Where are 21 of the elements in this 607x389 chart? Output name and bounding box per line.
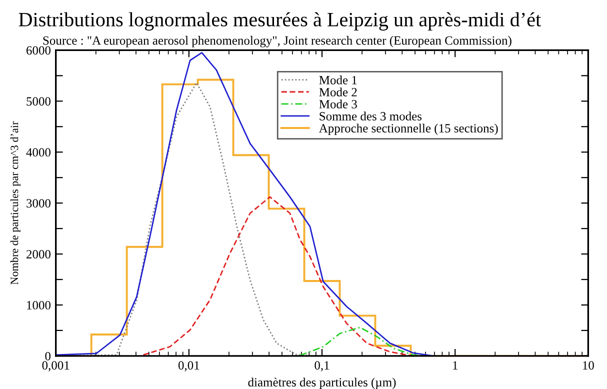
x-tick-label: 1: [453, 361, 458, 370]
y-tick-label: 5000: [26, 97, 51, 106]
y-tick-label: 2000: [26, 250, 51, 258]
x-tick-label: 10: [583, 361, 594, 370]
y-tick-label: 6000: [26, 46, 51, 55]
y-tick-label: 0: [45, 352, 51, 360]
legend-label: Mode 2: [319, 88, 357, 96]
x-tick-label: 0,1: [314, 361, 330, 372]
chart-subtitle: Source : "A european aerosol phenomenology", Joint research center (European Commission): [43, 36, 512, 48]
legend-label: Mode 1: [319, 76, 357, 84]
y-tick-label: 4000: [26, 148, 51, 157]
legend-label: Approche sectionnelle (15 sections): [318, 124, 498, 136]
y-tick-label: 1000: [27, 301, 51, 310]
x-axis-title: diamètres des particules (µm): [248, 378, 396, 389]
y-tick-label: 3000: [26, 199, 51, 208]
legend-label: Somme des 3 modes: [320, 112, 422, 120]
legend-label: Mode 3: [319, 100, 357, 108]
x-tick-label: 0,001: [42, 361, 70, 372]
chart-title: Distributions lognormales mesurées à Leipzig un après-midi d’ét: [18, 12, 542, 31]
y-axis-title: Nombre de particules par cm^3 d’air: [10, 121, 20, 284]
x-tick-label: 0,01: [178, 361, 200, 372]
